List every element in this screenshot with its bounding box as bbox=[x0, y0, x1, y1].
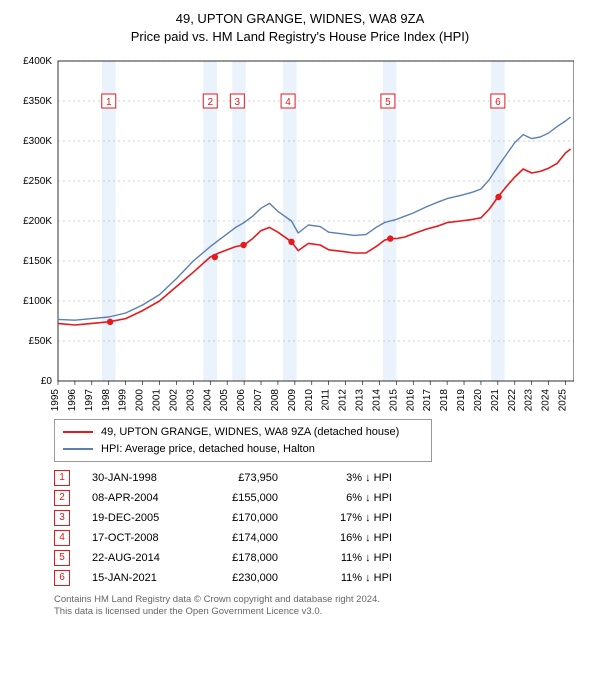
sale-price: £178,000 bbox=[206, 552, 278, 564]
attribution-footer: Contains HM Land Registry data © Crown c… bbox=[54, 594, 586, 619]
svg-text:1996: 1996 bbox=[67, 389, 78, 411]
sale-date: 08-APR-2004 bbox=[92, 492, 184, 504]
svg-text:2003: 2003 bbox=[185, 389, 196, 411]
svg-text:4: 4 bbox=[285, 97, 291, 108]
svg-text:1997: 1997 bbox=[84, 389, 95, 411]
price-chart-svg: £0 £50K £100K £150K £200K £250K £300K £350K £400… bbox=[14, 51, 574, 411]
price-chart: £0 £50K £100K £150K £200K £250K £300K £350K £400… bbox=[14, 51, 586, 411]
svg-text:2004: 2004 bbox=[202, 389, 213, 411]
svg-text:2006: 2006 bbox=[236, 389, 247, 411]
sale-price: £174,000 bbox=[206, 532, 278, 544]
sale-hpi-diff: 11% ↓ HPI bbox=[300, 552, 392, 564]
table-row: 6 15-JAN-2021 £230,000 11% ↓ HPI bbox=[54, 568, 586, 588]
sale-price: £73,950 bbox=[206, 472, 278, 484]
sale-price: £155,000 bbox=[206, 492, 278, 504]
svg-text:2001: 2001 bbox=[152, 389, 163, 411]
sales-table: 1 30-JAN-1998 £73,950 3% ↓ HPI 2 08-APR-2004 £… bbox=[54, 468, 586, 588]
svg-text:2021: 2021 bbox=[490, 389, 501, 411]
svg-text:2025: 2025 bbox=[558, 389, 569, 411]
svg-text:2024: 2024 bbox=[541, 389, 552, 411]
svg-text:2000: 2000 bbox=[135, 389, 146, 411]
svg-text:2: 2 bbox=[207, 97, 213, 108]
svg-text:£50K: £50K bbox=[29, 336, 53, 347]
svg-text:2011: 2011 bbox=[321, 389, 332, 411]
footer-line1: Contains HM Land Registry data © Crown c… bbox=[54, 594, 586, 606]
sale-date: 17-OCT-2008 bbox=[92, 532, 184, 544]
svg-text:6: 6 bbox=[495, 97, 501, 108]
legend-swatch-series1 bbox=[63, 431, 93, 433]
svg-text:£200K: £200K bbox=[23, 216, 52, 227]
sale-marker-box: 4 bbox=[54, 530, 70, 546]
svg-text:£350K: £350K bbox=[23, 96, 52, 107]
sale-date: 22-AUG-2014 bbox=[92, 552, 184, 564]
footer-line2: This data is licensed under the Open Gov… bbox=[54, 606, 586, 618]
svg-text:2009: 2009 bbox=[287, 389, 298, 411]
sale-marker-box: 1 bbox=[54, 470, 70, 486]
table-row: 5 22-AUG-2014 £178,000 11% ↓ HPI bbox=[54, 548, 586, 568]
svg-text:2022: 2022 bbox=[507, 389, 518, 411]
sale-marker-box: 2 bbox=[54, 490, 70, 506]
table-row: 4 17-OCT-2008 £174,000 16% ↓ HPI bbox=[54, 528, 586, 548]
svg-text:2016: 2016 bbox=[405, 389, 416, 411]
svg-text:2007: 2007 bbox=[253, 389, 264, 411]
sale-marker-box: 5 bbox=[54, 550, 70, 566]
table-row: 1 30-JAN-1998 £73,950 3% ↓ HPI bbox=[54, 468, 586, 488]
sale-hpi-diff: 17% ↓ HPI bbox=[300, 512, 392, 524]
sale-marker-box: 6 bbox=[54, 570, 70, 586]
svg-text:£0: £0 bbox=[41, 376, 53, 387]
table-row: 2 08-APR-2004 £155,000 6% ↓ HPI bbox=[54, 488, 586, 508]
sale-price: £230,000 bbox=[206, 572, 278, 584]
svg-text:2010: 2010 bbox=[304, 389, 315, 411]
svg-text:2023: 2023 bbox=[524, 389, 535, 411]
sale-date: 30-JAN-1998 bbox=[92, 472, 184, 484]
svg-text:2008: 2008 bbox=[270, 389, 281, 411]
legend-row-series1: 49, UPTON GRANGE, WIDNES, WA8 9ZA (detac… bbox=[63, 424, 423, 441]
legend-label-series1: 49, UPTON GRANGE, WIDNES, WA8 9ZA (detac… bbox=[101, 424, 399, 441]
svg-text:2013: 2013 bbox=[355, 389, 366, 411]
svg-text:3: 3 bbox=[235, 97, 241, 108]
sale-hpi-diff: 16% ↓ HPI bbox=[300, 532, 392, 544]
svg-text:2005: 2005 bbox=[219, 389, 230, 411]
svg-text:£300K: £300K bbox=[23, 136, 52, 147]
page-root: 49, UPTON GRANGE, WIDNES, WA8 9ZA Price … bbox=[0, 0, 600, 680]
sale-marker-box: 3 bbox=[54, 510, 70, 526]
svg-text:1998: 1998 bbox=[101, 389, 112, 411]
svg-text:2015: 2015 bbox=[388, 389, 399, 411]
legend-row-series2: HPI: Average price, detached house, Halt… bbox=[63, 441, 423, 458]
table-row: 3 19-DEC-2005 £170,000 17% ↓ HPI bbox=[54, 508, 586, 528]
svg-text:2014: 2014 bbox=[371, 389, 382, 411]
svg-text:2002: 2002 bbox=[168, 389, 179, 411]
legend-swatch-series2 bbox=[63, 448, 93, 450]
svg-text:5: 5 bbox=[385, 97, 391, 108]
chart-legend: 49, UPTON GRANGE, WIDNES, WA8 9ZA (detac… bbox=[54, 419, 432, 462]
sale-date: 15-JAN-2021 bbox=[92, 572, 184, 584]
svg-text:2020: 2020 bbox=[473, 389, 484, 411]
sale-date: 19-DEC-2005 bbox=[92, 512, 184, 524]
sale-hpi-diff: 6% ↓ HPI bbox=[300, 492, 392, 504]
page-subtitle: Price paid vs. HM Land Registry's House … bbox=[14, 28, 586, 46]
svg-text:£100K: £100K bbox=[23, 296, 52, 307]
sale-hpi-diff: 3% ↓ HPI bbox=[300, 472, 392, 484]
legend-label-series2: HPI: Average price, detached house, Halt… bbox=[101, 441, 315, 458]
sale-price: £170,000 bbox=[206, 512, 278, 524]
svg-text:£150K: £150K bbox=[23, 256, 52, 267]
svg-text:1995: 1995 bbox=[50, 389, 61, 411]
svg-text:2019: 2019 bbox=[456, 389, 467, 411]
svg-text:1: 1 bbox=[106, 97, 112, 108]
svg-text:£400K: £400K bbox=[23, 56, 52, 67]
svg-text:£250K: £250K bbox=[23, 176, 52, 187]
svg-text:2017: 2017 bbox=[422, 389, 433, 411]
svg-text:2018: 2018 bbox=[439, 389, 450, 411]
page-title: 49, UPTON GRANGE, WIDNES, WA8 9ZA bbox=[14, 10, 586, 28]
sale-hpi-diff: 11% ↓ HPI bbox=[300, 572, 392, 584]
svg-text:2012: 2012 bbox=[338, 389, 349, 411]
svg-text:1999: 1999 bbox=[118, 389, 129, 411]
